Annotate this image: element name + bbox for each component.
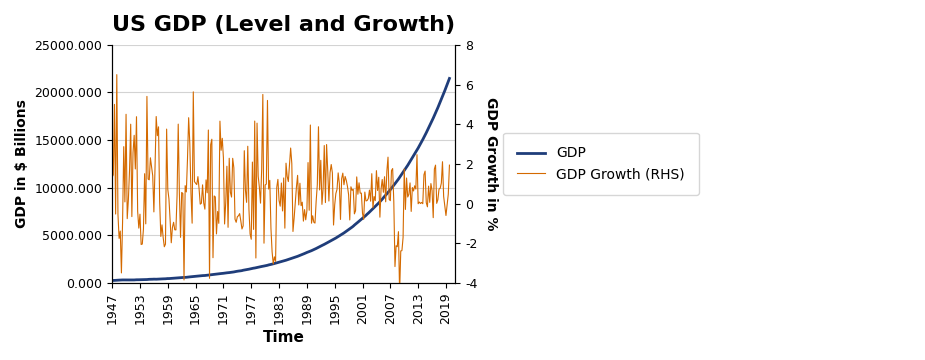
GDP Growth (RHS) <box>444 163 455 167</box>
Line: GDP: GDP <box>112 78 450 280</box>
GDP Growth (RHS) <box>194 202 205 206</box>
Line: GDP Growth (RHS): GDP Growth (RHS) <box>112 75 450 293</box>
GDP <box>280 258 291 262</box>
GDP <box>438 91 450 96</box>
GDP <box>193 274 204 278</box>
GDP <box>106 278 117 283</box>
GDP Growth (RHS) <box>197 183 208 187</box>
Y-axis label: GDP Growth in %: GDP Growth in % <box>484 97 499 231</box>
GDP Growth (RHS) <box>106 175 117 179</box>
GDP Growth (RHS) <box>223 225 234 229</box>
X-axis label: Time: Time <box>263 330 304 345</box>
GDP <box>444 76 455 81</box>
GDP <box>301 251 312 255</box>
GDP Growth (RHS) <box>111 72 122 77</box>
GDP <box>196 274 207 278</box>
Legend: GDP, GDP Growth (RHS): GDP, GDP Growth (RHS) <box>503 132 698 195</box>
GDP Growth (RHS) <box>440 213 451 218</box>
GDP <box>221 271 232 275</box>
GDP Growth (RHS) <box>281 174 292 179</box>
Y-axis label: GDP in $ Billions: GDP in $ Billions <box>15 99 29 228</box>
GDP Growth (RHS) <box>302 209 313 213</box>
GDP Growth (RHS) <box>394 291 405 295</box>
Title: US GDP (Level and Growth): US GDP (Level and Growth) <box>112 15 455 35</box>
